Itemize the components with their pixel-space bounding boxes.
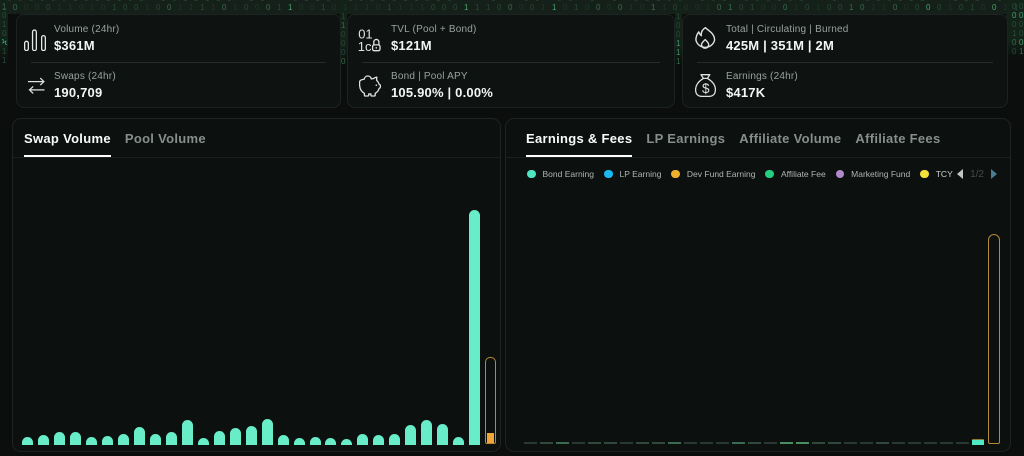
svg-text:01: 01 (358, 26, 372, 41)
svg-text:$: $ (702, 81, 710, 96)
svg-text:1c: 1c (358, 38, 372, 51)
